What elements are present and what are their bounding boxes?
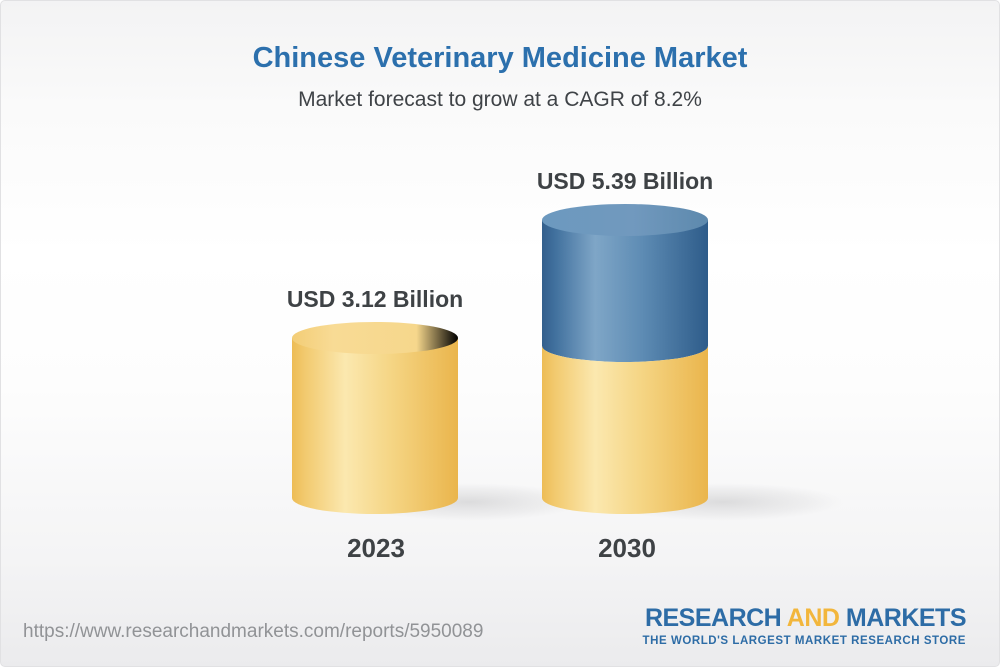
research-and-markets-logo: RESEARCH AND MARKETS THE WORLD'S LARGEST…: [642, 604, 967, 647]
cylinder-2030: [542, 204, 708, 514]
category-label-2030: 2030: [598, 533, 656, 563]
logo-tagline: THE WORLD'S LARGEST MARKET RESEARCH STOR…: [642, 634, 966, 647]
logo-wordmark: RESEARCH AND MARKETS: [643, 604, 967, 633]
page-title: Chinese Veterinary Medicine Market: [252, 42, 748, 74]
page-subtitle: Market forecast to grow at a CAGR of 8.2…: [298, 88, 702, 111]
value-label-2030: USD 5.39 Billion: [536, 168, 714, 194]
value-label-2023: USD 3.12 Billion: [286, 286, 464, 312]
logo-word-research: RESEARCH: [644, 604, 782, 632]
logo-word-markets: MARKETS: [845, 604, 967, 632]
category-label-2023: 2023: [347, 533, 405, 563]
report-url: https://www.researchandmarkets.com/repor…: [23, 621, 484, 642]
cylinder-2023: [292, 322, 458, 514]
logo-word-and: AND: [786, 604, 840, 632]
